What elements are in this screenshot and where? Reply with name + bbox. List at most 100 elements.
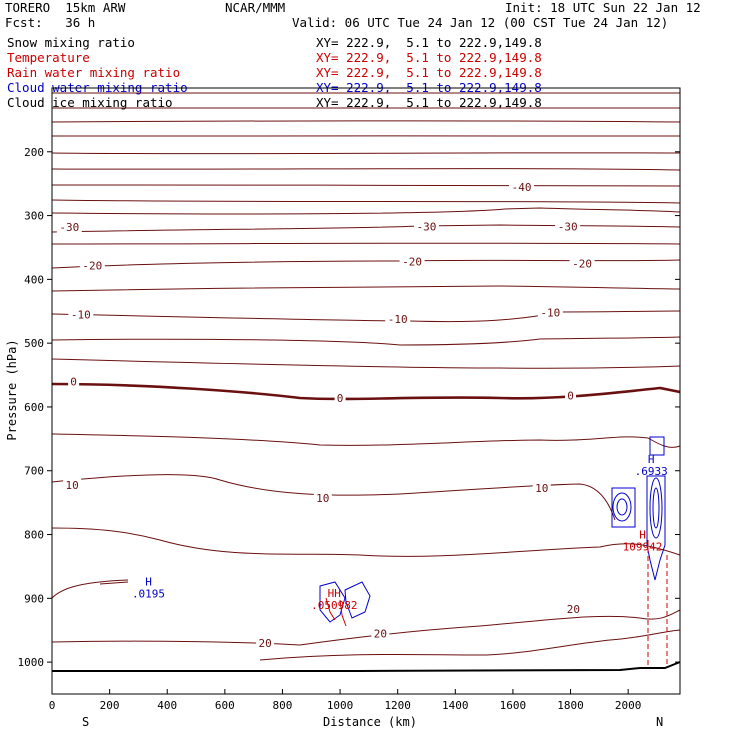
cloud-water-contour — [612, 492, 632, 522]
isotherm-label: -20 — [82, 259, 102, 272]
isotherm-line — [51, 336, 681, 346]
isotherm-label-bg — [555, 219, 581, 233]
x-tick-label: 1000 — [327, 699, 354, 712]
isotherm-label-bg — [256, 635, 275, 649]
extremum-value: .0195 — [132, 588, 165, 601]
isotherm-label-bg — [68, 307, 94, 321]
isotherm-label-bg — [564, 602, 583, 616]
isotherm-label: 10 — [66, 479, 79, 492]
north-end-label: N — [656, 715, 663, 729]
init-time: Init: 18 UTC Sun 22 Jan 12 — [505, 0, 701, 15]
y-tick-label: 400 — [24, 273, 44, 286]
isotherm-line — [51, 433, 681, 448]
isotherm-label: -30 — [417, 220, 437, 233]
isotherm-line — [51, 168, 681, 171]
isotherm-line — [51, 579, 129, 599]
y-tick-label: 500 — [24, 337, 44, 350]
isotherm-label-bg — [63, 477, 82, 491]
isotherm-label-bg — [68, 374, 80, 388]
extremum-value: .6933 — [635, 465, 668, 478]
isotherm-label-bg — [413, 219, 439, 233]
y-tick-label: 900 — [24, 592, 44, 605]
isotherm-label-bg — [509, 179, 535, 193]
isotherm-line — [51, 474, 616, 521]
isotherm-label-bg — [399, 254, 425, 268]
field-name-rain: Rain water mixing ratio — [7, 65, 181, 80]
isotherm-line — [51, 527, 681, 557]
isotherm-label: 20 — [374, 627, 387, 640]
isotherm-label: 10 — [535, 482, 548, 495]
cloud-water-contour — [344, 581, 371, 619]
isotherm-labels: -40 -30 -30 -30 -20 -20 -20 -10 -10 -10 0 0 0 10 10 10 2… — [56, 179, 595, 650]
cloud-water-contour — [616, 498, 628, 516]
isotherm-label: -30 — [59, 221, 79, 234]
extremum-mark: H — [145, 576, 152, 589]
field-range-cloud-ice: XY= 222.9, 5.1 to 222.9,149.8 — [316, 95, 542, 110]
isotherm-line — [51, 120, 681, 123]
isotherm-label-bg — [569, 256, 595, 270]
extremum-value: 109942 — [623, 540, 663, 553]
isotherm-label-bg — [334, 391, 346, 405]
y-tick-label: 600 — [24, 401, 44, 414]
south-end-label: S — [82, 715, 89, 729]
isotherm-label: 10 — [316, 492, 329, 505]
extremum-value: .050982 — [311, 599, 357, 612]
cloud-water-contour — [649, 477, 663, 539]
isotherm-label: 0 — [567, 389, 574, 402]
moisture-contours — [319, 436, 668, 665]
valid-time: Valid: 06 UTC Tue 24 Jan 12 (00 CST Tue … — [292, 15, 669, 30]
x-tick-label: 800 — [273, 699, 293, 712]
extremum-mark: H — [639, 528, 646, 541]
isotherm-label-bg — [385, 311, 411, 325]
isotherm-label: -40 — [512, 181, 532, 194]
forecast-hour: Fcst: 36 h — [5, 15, 96, 30]
isotherm-freezing — [51, 382, 681, 401]
x-tick-label: 1400 — [442, 699, 469, 712]
isotherm-label: -10 — [388, 313, 408, 326]
plot-frame — [51, 87, 681, 695]
extremum-mark: HH — [328, 587, 341, 600]
x-tick-label: 600 — [215, 699, 235, 712]
isotherm-line — [51, 358, 681, 369]
field-range-snow: XY= 222.9, 5.1 to 222.9,149.8 — [316, 35, 542, 50]
isotherm-label: -10 — [540, 307, 560, 320]
isotherm-line — [259, 629, 681, 661]
isotherm-label-bg — [532, 480, 551, 494]
isotherm-label: -30 — [558, 220, 578, 233]
field-range-rain: XY= 222.9, 5.1 to 222.9,149.8 — [316, 65, 542, 80]
isotherm-label: 0 — [337, 392, 344, 405]
y-tick-label: 300 — [24, 210, 44, 223]
isotherm-label: -20 — [402, 256, 422, 269]
isotherm-label-bg — [537, 305, 563, 319]
isotherm-label: -10 — [71, 308, 91, 321]
x-tick-label: 400 — [157, 699, 177, 712]
field-range-temperature: XY= 222.9, 5.1 to 222.9,149.8 — [316, 50, 542, 65]
isotherm-line — [51, 224, 681, 233]
isotherm-label-bg — [371, 626, 390, 640]
isotherm-line — [51, 199, 681, 204]
isotherm-line — [51, 609, 681, 646]
center-title: NCAR/MMM — [225, 0, 286, 15]
y-axis-title: Pressure (hPa) — [5, 339, 19, 440]
x-tick-label: 1800 — [557, 699, 584, 712]
isotherm-label-bg — [565, 388, 577, 402]
field-name-cloud-ice: Cloud ice mixing ratio — [7, 95, 173, 110]
isotherm-label: -20 — [572, 257, 592, 270]
y-tick-label: 1000 — [18, 656, 45, 669]
x-tick-label: 1600 — [500, 699, 527, 712]
isotherm-label-bg — [313, 491, 332, 505]
extremum-mark: H — [648, 453, 655, 466]
isotherm-line — [51, 242, 681, 245]
isotherm-label-bg — [56, 220, 82, 234]
x-tick-label: 0 — [49, 699, 56, 712]
cloud-water-contour — [646, 475, 666, 581]
x-tick-label: 2000 — [615, 699, 642, 712]
isotherm-line — [51, 207, 681, 215]
isotherm-line — [51, 285, 681, 292]
cloud-water-contour — [649, 436, 665, 456]
field-name-temperature: Temperature — [7, 50, 90, 65]
model-title: TORERO 15km ARW — [5, 0, 126, 15]
